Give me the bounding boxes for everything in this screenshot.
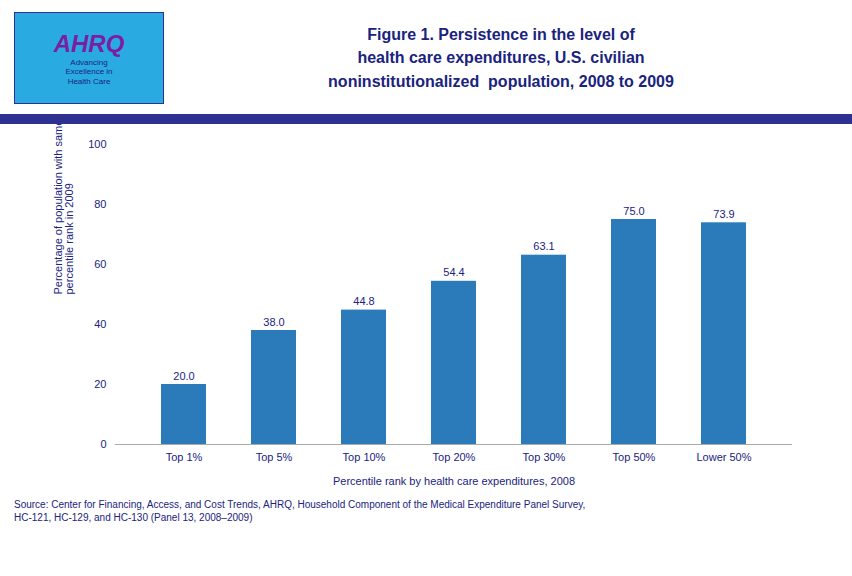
svg-text:Percentage of population with: Percentage of population with samepercen… [52, 124, 75, 295]
svg-text:100: 100 [88, 138, 106, 150]
html-text:Figure 1. Persistence in the l: Figure 1. Persistence in the level of he… [328, 26, 674, 90]
svg-text:38.0: 38.0 [263, 316, 284, 328]
svg-text:80: 80 [94, 198, 106, 210]
svg-text:63.1: 63.1 [533, 240, 554, 252]
svg-text:20.0: 20.0 [173, 370, 194, 382]
svg-text:Top 20%: Top 20% [433, 451, 476, 463]
svg-text:40: 40 [94, 318, 106, 330]
svg-text:Lower 50%: Lower 50% [696, 451, 751, 463]
svg-text:Top 10%: Top 10% [343, 451, 386, 463]
svg-text:75.0: 75.0 [623, 205, 644, 217]
html-text:Advancing Excellence in Health: Advancing Excellence in Health Care [65, 57, 113, 86]
svg-text:Top 30%: Top 30% [523, 451, 566, 463]
svg-text:Percentile rank by health care: Percentile rank by health care expenditu… [333, 475, 575, 487]
svg-text:54.4: 54.4 [443, 266, 464, 278]
svg-text:0: 0 [100, 438, 106, 450]
svg-text:60: 60 [94, 258, 106, 270]
html-text:Source: Center for Financing,: Source: Center for Financing, Access, an… [14, 499, 586, 523]
svg-text:73.9: 73.9 [713, 208, 734, 220]
svg-text:Top 50%: Top 50% [613, 451, 656, 463]
html-text:AHRQ: AHRQ [53, 29, 125, 57]
svg-text:44.8: 44.8 [353, 295, 374, 307]
svg-text:20: 20 [94, 378, 106, 390]
svg-text:Top 1%: Top 1% [166, 451, 203, 463]
svg-text:Top 5%: Top 5% [256, 451, 293, 463]
